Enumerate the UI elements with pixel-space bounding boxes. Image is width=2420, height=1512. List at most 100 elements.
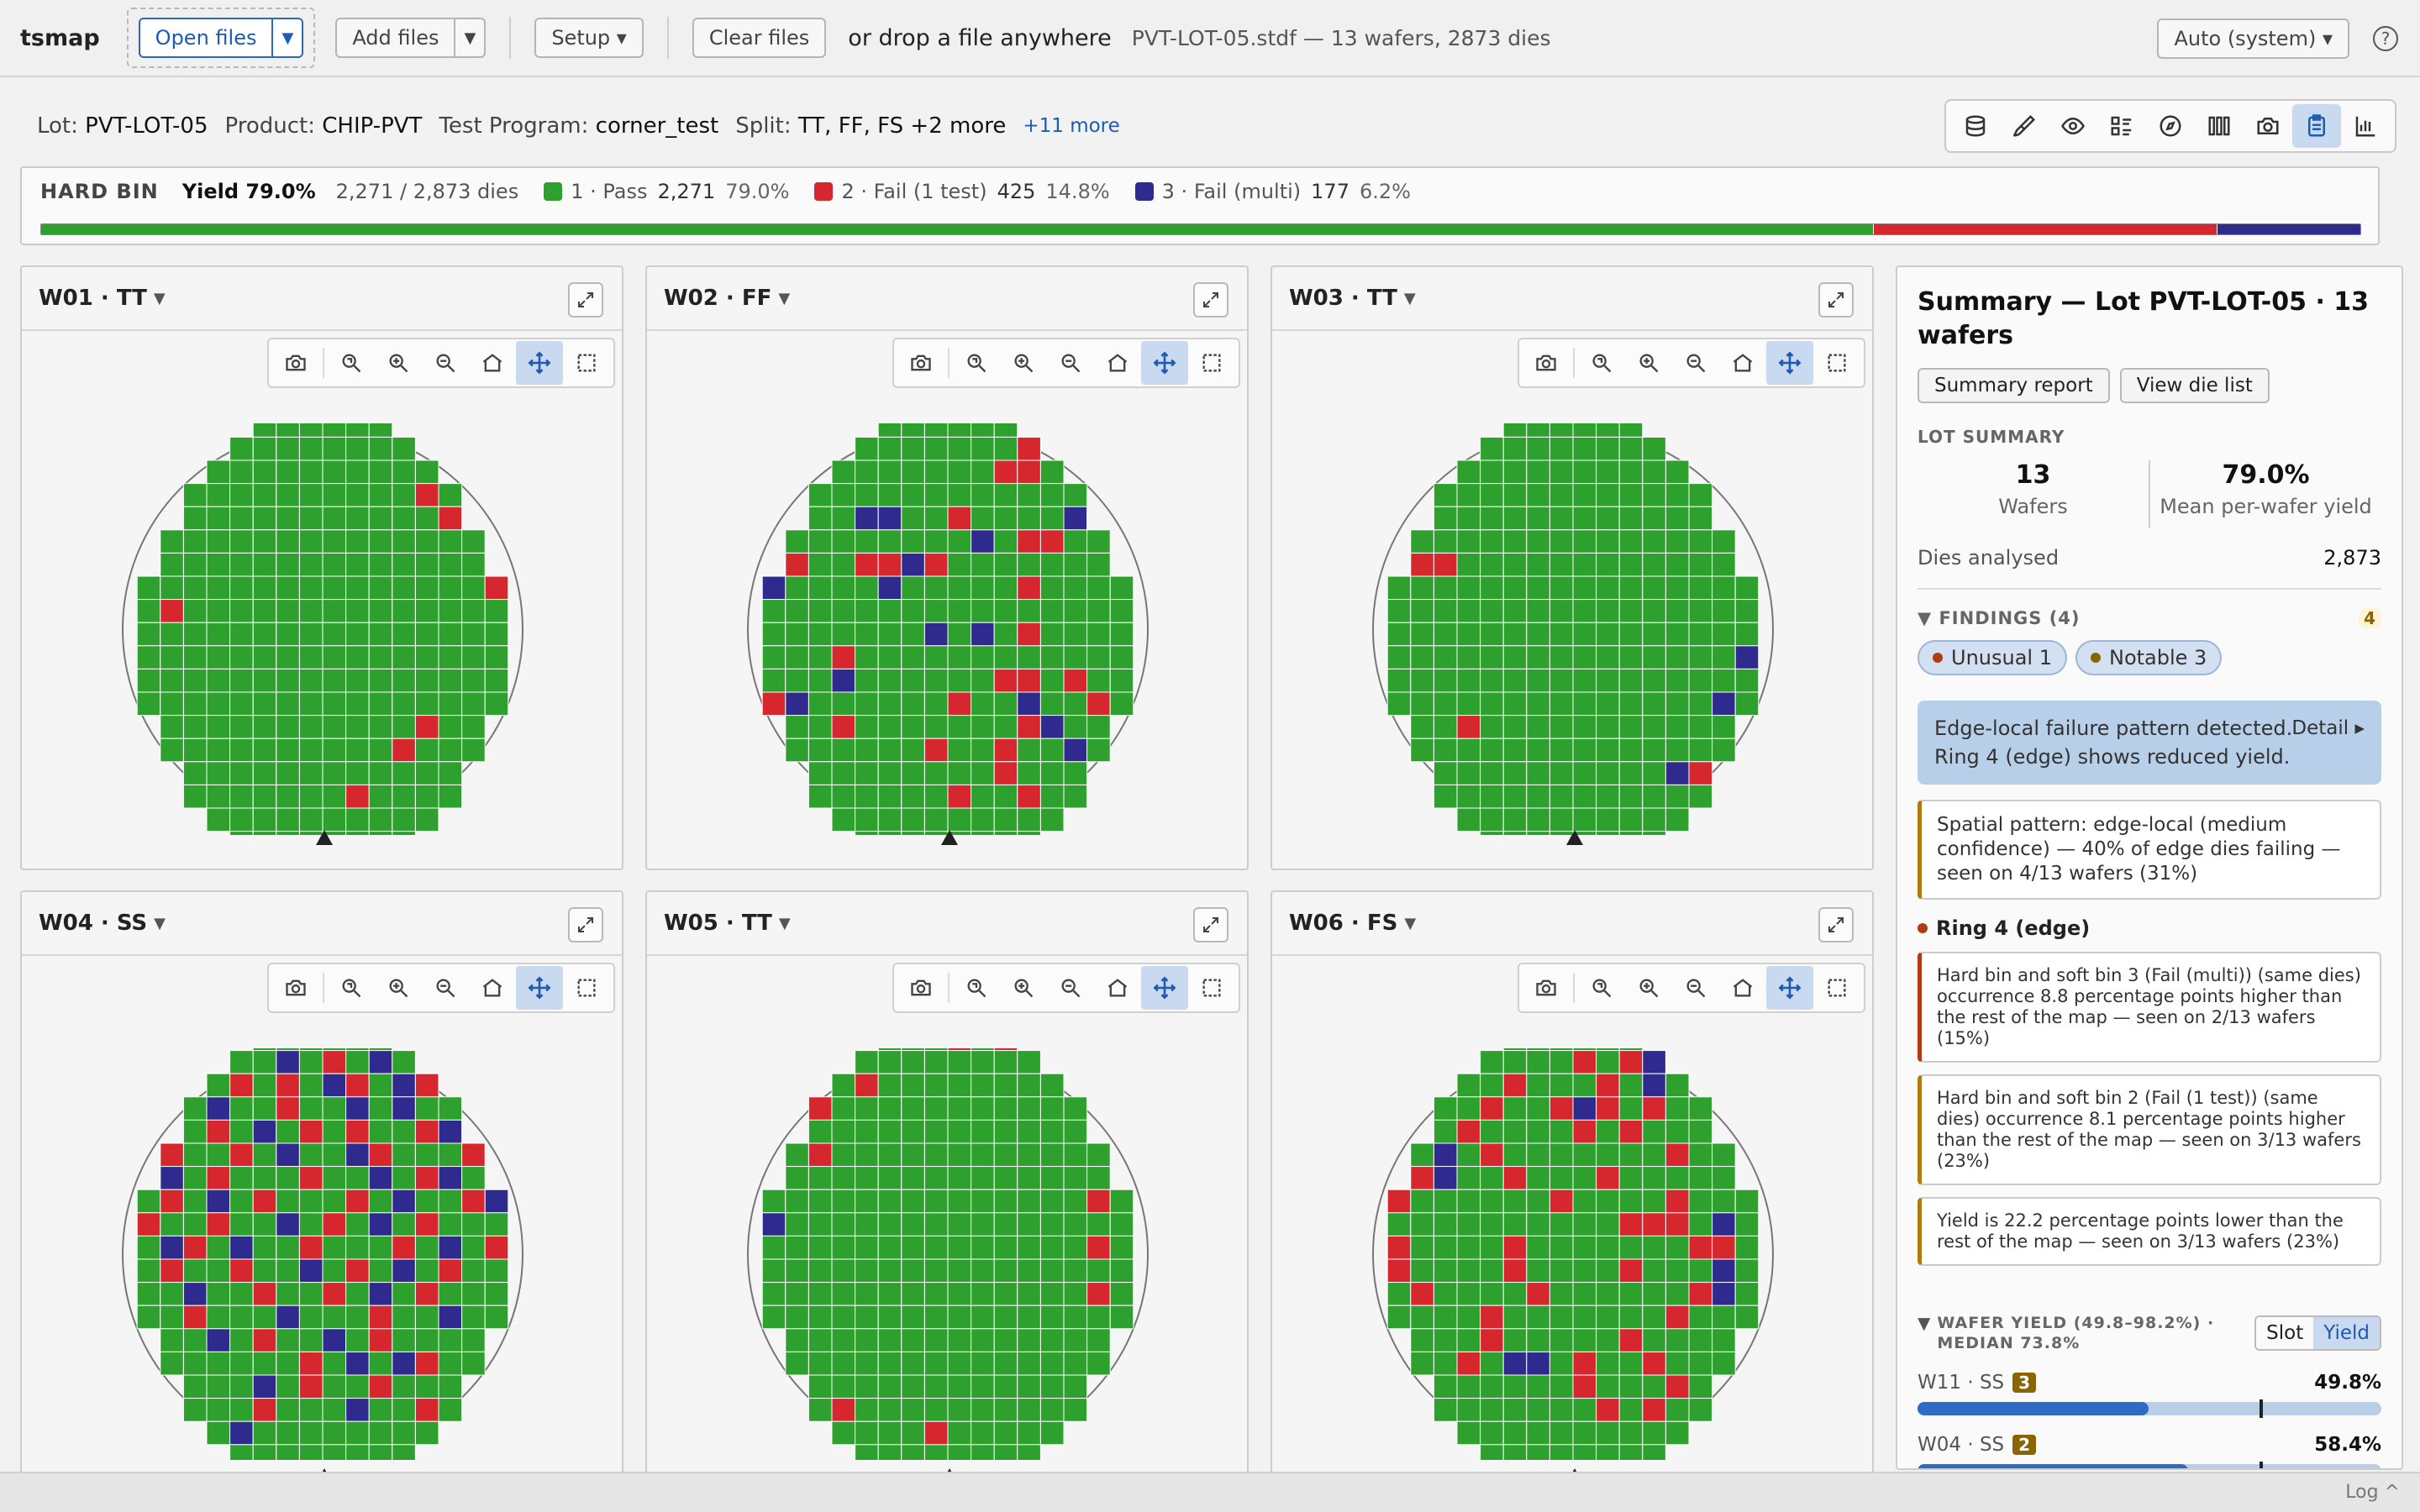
die-cell[interactable]	[1410, 599, 1434, 623]
die-cell[interactable]	[971, 506, 995, 531]
die-cell[interactable]	[1618, 691, 1644, 717]
die-cell[interactable]	[1433, 1258, 1458, 1284]
die-cell[interactable]	[1502, 1050, 1528, 1074]
die-cell[interactable]	[1618, 784, 1644, 809]
die-cell[interactable]	[901, 738, 925, 763]
open-files-dropdown-button[interactable]: ▼	[273, 18, 304, 58]
die-cell[interactable]	[1480, 668, 1504, 693]
die-cell[interactable]	[1618, 1050, 1644, 1074]
die-cell[interactable]	[1502, 1282, 1528, 1306]
die-cell[interactable]	[229, 1235, 254, 1260]
die-cell[interactable]	[206, 715, 231, 739]
die-cell[interactable]	[855, 1166, 879, 1190]
wafer-map[interactable]	[121, 1048, 524, 1460]
die-cell[interactable]	[276, 599, 300, 623]
die-cell[interactable]	[785, 668, 809, 693]
die-cell[interactable]	[855, 1119, 879, 1144]
die-cell[interactable]	[971, 1374, 995, 1399]
die-cell[interactable]	[877, 1258, 902, 1284]
die-cell[interactable]	[392, 459, 416, 485]
die-cell[interactable]	[1480, 1096, 1504, 1121]
die-cell[interactable]	[785, 1235, 809, 1260]
die-cell[interactable]	[1456, 645, 1481, 669]
die-cell[interactable]	[877, 1119, 902, 1144]
die-cell[interactable]	[1618, 599, 1644, 623]
die-cell[interactable]	[877, 1420, 902, 1446]
die-cell[interactable]	[1433, 1305, 1458, 1330]
die-cell[interactable]	[1665, 1096, 1690, 1121]
die-cell[interactable]	[414, 645, 439, 669]
die-cell[interactable]	[1572, 552, 1597, 577]
die-cell[interactable]	[923, 715, 949, 739]
home-icon[interactable]	[1094, 341, 1141, 385]
die-cell[interactable]	[877, 1305, 902, 1330]
die-cell[interactable]	[206, 506, 231, 531]
die-cell[interactable]	[368, 506, 393, 531]
die-cell[interactable]	[182, 622, 208, 647]
die-cell[interactable]	[901, 1282, 925, 1306]
die-cell[interactable]	[1688, 1235, 1713, 1260]
die-cell[interactable]	[1642, 691, 1666, 717]
die-cell[interactable]	[252, 715, 277, 739]
die-cell[interactable]	[1618, 1258, 1644, 1284]
die-cell[interactable]	[182, 1282, 208, 1306]
die-cell[interactable]	[345, 668, 370, 693]
die-cell[interactable]	[1480, 715, 1504, 739]
die-cell[interactable]	[923, 1420, 949, 1446]
zoom-in-icon[interactable]	[1000, 341, 1047, 385]
die-cell[interactable]	[1572, 1328, 1597, 1352]
expand-icon[interactable]	[1818, 282, 1854, 318]
die-cell[interactable]	[368, 1444, 393, 1460]
die-cell[interactable]	[414, 1166, 439, 1190]
die-cell[interactable]	[1410, 738, 1434, 763]
die-cell[interactable]	[855, 1444, 879, 1460]
die-cell[interactable]	[1549, 784, 1574, 809]
die-cell[interactable]	[785, 529, 809, 554]
die-cell[interactable]	[855, 1189, 879, 1214]
die-cell[interactable]	[206, 1282, 231, 1306]
die-cell[interactable]	[1665, 552, 1690, 577]
zoom-out-icon[interactable]	[422, 341, 469, 385]
die-cell[interactable]	[1712, 1235, 1736, 1260]
home-icon[interactable]	[1719, 966, 1766, 1010]
die-cell[interactable]	[1456, 1398, 1481, 1422]
die-cell[interactable]	[1526, 436, 1550, 461]
die-cell[interactable]	[276, 1212, 300, 1236]
die-cell[interactable]	[1410, 1166, 1434, 1190]
wafer-map[interactable]	[746, 1048, 1150, 1460]
die-cell[interactable]	[392, 1328, 416, 1352]
die-cell[interactable]	[1433, 1282, 1458, 1306]
die-cell[interactable]	[345, 552, 370, 577]
die-cell[interactable]	[1618, 1374, 1644, 1399]
die-cell[interactable]	[855, 1305, 879, 1330]
die-cell[interactable]	[298, 1398, 324, 1422]
die-cell[interactable]	[345, 1119, 370, 1144]
die-cell[interactable]	[1480, 1119, 1504, 1144]
die-cell[interactable]	[1456, 1420, 1481, 1446]
die-cell[interactable]	[993, 575, 1018, 601]
die-cell[interactable]	[1480, 1444, 1504, 1460]
die-cell[interactable]	[947, 691, 972, 717]
die-cell[interactable]	[438, 1351, 463, 1376]
die-cell[interactable]	[345, 761, 370, 785]
die-cell[interactable]	[1572, 599, 1597, 623]
die-cell[interactable]	[229, 529, 254, 554]
die-cell[interactable]	[461, 1328, 486, 1352]
die-cell[interactable]	[831, 575, 856, 601]
die-cell[interactable]	[1526, 784, 1550, 809]
die-cell[interactable]	[1456, 506, 1481, 531]
wafer-yield-row[interactable]: W04 · SS 2 58.4%	[1918, 1434, 2381, 1468]
die-cell[interactable]	[1665, 691, 1690, 717]
findings-title[interactable]: ▼ FINDINGS (4)	[1918, 608, 2081, 628]
die-cell[interactable]	[206, 1142, 231, 1168]
die-cell[interactable]	[1410, 668, 1434, 693]
die-cell[interactable]	[1688, 622, 1713, 647]
die-cell[interactable]	[971, 1282, 995, 1306]
die-cell[interactable]	[1039, 506, 1065, 531]
die-cell[interactable]	[923, 668, 949, 693]
die-cell[interactable]	[1618, 483, 1644, 507]
die-cell[interactable]	[877, 1444, 902, 1460]
die-cell[interactable]	[1456, 483, 1481, 507]
die-cell[interactable]	[971, 436, 995, 461]
die-cell[interactable]	[947, 1050, 972, 1074]
